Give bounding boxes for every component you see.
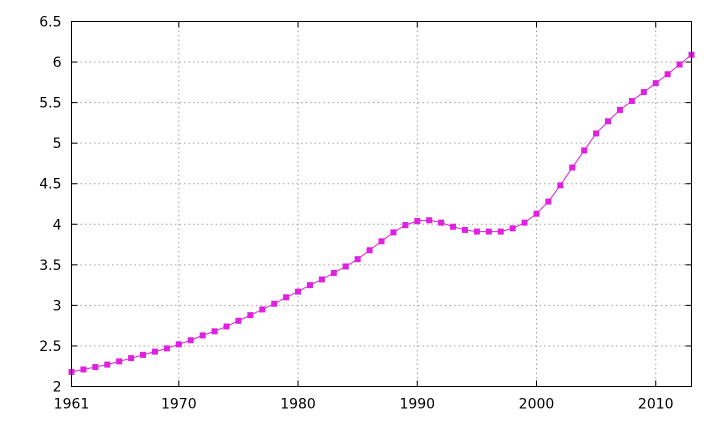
y-tick-label: 5.5	[39, 96, 61, 112]
x-tick-label: 1990	[399, 397, 435, 413]
data-point-marker	[426, 217, 433, 224]
data-point-marker	[664, 71, 671, 78]
data-point-marker	[497, 228, 504, 235]
x-tick-label: 1961	[54, 397, 90, 413]
y-tick-label: 6	[53, 55, 62, 71]
y-tick-label: 5	[53, 136, 62, 152]
data-point-marker	[140, 351, 147, 358]
data-point-marker	[640, 89, 647, 96]
data-point-marker	[509, 225, 516, 232]
data-point-marker	[366, 247, 373, 254]
data-point-marker	[557, 182, 564, 189]
data-point-marker	[116, 358, 123, 365]
data-point-marker	[128, 355, 135, 362]
x-tick-label: 2010	[638, 397, 674, 413]
series-layer	[68, 51, 695, 375]
data-point-marker	[414, 218, 421, 225]
data-point-marker	[581, 147, 588, 154]
y-tick-label: 3.5	[39, 258, 61, 274]
y-tick-label: 4.5	[39, 177, 61, 193]
data-point-marker	[330, 269, 337, 276]
data-point-marker	[211, 328, 218, 335]
data-point-marker	[652, 80, 659, 87]
data-point-marker	[390, 229, 397, 236]
data-point-marker	[235, 317, 242, 324]
data-point-marker	[187, 337, 194, 344]
data-point-marker	[318, 276, 325, 283]
grid-layer	[71, 21, 692, 387]
data-point-marker	[163, 345, 170, 352]
data-point-marker	[676, 61, 683, 68]
data-point-marker	[271, 300, 278, 307]
data-point-marker	[616, 106, 623, 113]
data-point-marker	[605, 118, 612, 125]
data-point-marker	[104, 361, 111, 368]
data-point-marker	[593, 130, 600, 137]
data-point-marker	[295, 288, 302, 295]
y-tick-label: 6.5	[39, 15, 61, 31]
tick-labels-layer: 2 2.5 3 3.5 4 4.5 5 5.5 6 6.5 1961 1970 1980 1990 2000…	[39, 15, 673, 413]
data-point-marker	[569, 164, 576, 171]
data-point-marker	[175, 341, 182, 348]
data-point-marker	[378, 238, 385, 245]
data-point-marker	[259, 306, 266, 313]
data-point-marker	[473, 228, 480, 235]
y-tick-label: 3	[53, 298, 62, 314]
y-tick-label: 4	[53, 217, 62, 233]
data-point-marker	[533, 210, 540, 217]
data-point-marker	[628, 97, 635, 104]
data-point-marker	[342, 263, 349, 270]
data-point-marker	[199, 332, 206, 339]
data-point-marker	[80, 366, 87, 373]
data-point-marker	[485, 228, 492, 235]
data-point-marker	[545, 198, 552, 205]
x-tick-label: 1970	[161, 397, 197, 413]
data-point-marker	[306, 282, 313, 289]
data-point-marker	[461, 226, 468, 233]
data-point-marker	[402, 222, 409, 229]
data-point-marker	[450, 223, 457, 230]
data-point-marker	[247, 312, 254, 319]
x-tick-label: 1980	[280, 397, 316, 413]
plot-frame	[71, 21, 692, 387]
data-point-marker	[438, 219, 445, 226]
y-tick-label: 2.5	[39, 339, 61, 355]
data-point-marker	[92, 364, 99, 371]
data-point-marker	[151, 348, 158, 355]
data-point-marker	[521, 219, 528, 226]
x-tick-label: 2000	[519, 397, 555, 413]
data-point-marker	[283, 294, 290, 301]
ticks-layer	[71, 21, 692, 387]
data-point-marker	[223, 323, 230, 330]
data-point-marker	[354, 256, 361, 263]
y-tick-label: 2	[53, 380, 62, 396]
